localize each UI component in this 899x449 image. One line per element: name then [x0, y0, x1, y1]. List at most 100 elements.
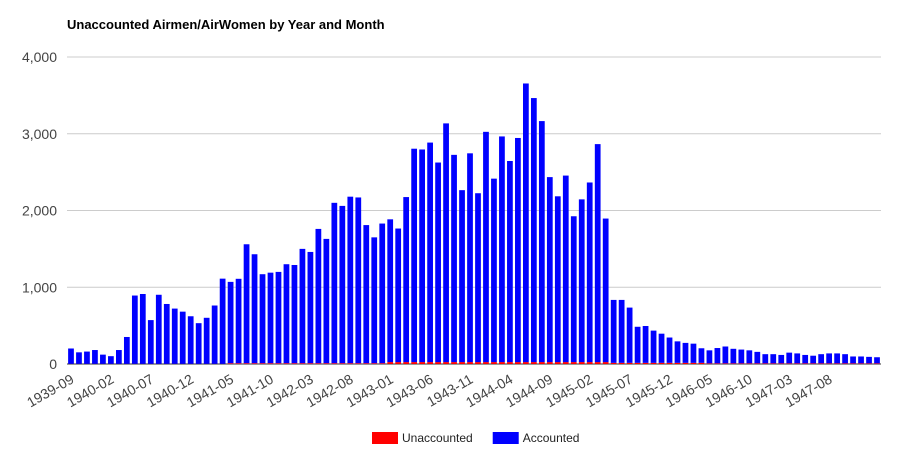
bar-segment [115, 350, 122, 364]
bar-segment [530, 98, 537, 363]
bar-segment [586, 362, 593, 364]
legend-label: Accounted [523, 431, 580, 445]
bar-segment [467, 153, 473, 363]
bar-segment [746, 350, 753, 364]
bar-segment [219, 278, 226, 364]
bar-segment [866, 363, 872, 364]
bar-segment [610, 299, 617, 363]
bar-segment [778, 354, 785, 364]
bar-segment [395, 362, 402, 364]
bar-segment [259, 274, 266, 364]
bar-segment [363, 225, 370, 364]
bar-segment [291, 363, 298, 364]
bar-segment [842, 363, 848, 364]
bar-segment [642, 326, 649, 363]
bar-segment [76, 352, 82, 364]
bar-segment [491, 178, 497, 363]
bar-segment [650, 362, 657, 364]
bar-segment [850, 356, 856, 364]
bar-segment [658, 333, 665, 363]
bar-segment [682, 362, 689, 364]
bar-segment [371, 237, 378, 364]
bar-segment [586, 182, 593, 363]
bar-segment [554, 362, 561, 364]
bar-segment [139, 294, 146, 364]
bar-segment [842, 354, 848, 364]
bar-segment [355, 197, 362, 364]
bar-segment [730, 363, 737, 364]
y-tick-label: 1,000 [22, 279, 57, 295]
bar-segment [179, 311, 186, 364]
legend-label: Unaccounted [402, 431, 473, 445]
bar-segment [610, 362, 617, 364]
bar-segment [323, 363, 330, 364]
bar-segment [235, 363, 242, 364]
bar-segment [730, 348, 737, 364]
bar-segment [810, 355, 817, 364]
bar-segment [546, 362, 553, 364]
bar-segment [706, 350, 713, 364]
bar-segment [499, 362, 505, 364]
bar-segment [467, 362, 473, 364]
bar-segment [363, 363, 370, 364]
bar-segment [666, 362, 673, 364]
bar-segment [491, 362, 497, 364]
bar-segment [810, 363, 817, 364]
bar-segment [826, 363, 833, 364]
bar-segment [387, 362, 394, 364]
bar-segment [355, 363, 362, 364]
bar-segment [347, 196, 354, 364]
bar-segment [570, 216, 577, 363]
bar-segment [275, 271, 282, 364]
bar-segment [626, 362, 633, 364]
bar-segment [435, 362, 441, 364]
bar-segment [203, 317, 210, 364]
bar-segment [123, 336, 130, 364]
bar-segment [642, 362, 649, 364]
bar-segment [834, 353, 840, 364]
bar-segment [578, 199, 585, 363]
bar-segment [267, 363, 274, 364]
legend-swatch [492, 432, 519, 444]
bar-segment [874, 363, 880, 364]
bar-segment [674, 341, 681, 363]
bar-segment [698, 348, 705, 363]
bar-segment [299, 248, 306, 364]
bar-segment [522, 83, 529, 363]
bar-segment [331, 202, 338, 364]
bar-segment [866, 356, 872, 364]
legend-swatch [372, 432, 398, 444]
bar-segment [738, 349, 745, 364]
bar-segment [754, 351, 761, 364]
bar-segment [770, 354, 777, 364]
bar-segment [682, 342, 689, 363]
bar-segment [155, 294, 162, 364]
bar-segment [594, 144, 601, 363]
bar-segment [690, 343, 697, 363]
bar-segment [387, 219, 394, 363]
bar-segment [443, 362, 449, 364]
bar-segment [658, 362, 665, 364]
bar-segment [770, 363, 777, 364]
bar-segment [347, 363, 354, 364]
bar-segment [395, 228, 402, 363]
bar-segment [786, 363, 793, 364]
bar-segment [443, 123, 449, 363]
bar-segment [538, 362, 545, 364]
bar-segment [315, 228, 322, 364]
bar-segment [195, 323, 202, 364]
bar-segment [834, 363, 840, 364]
bar-segment [858, 356, 864, 364]
bar-segment [131, 295, 138, 364]
bar-segment [307, 251, 314, 364]
bar-segment [507, 362, 513, 364]
bar-segment [379, 223, 386, 364]
bar-segment [507, 160, 513, 363]
bar-segment [530, 362, 537, 364]
bar-segment [419, 149, 426, 363]
bar-segment [826, 353, 833, 364]
bar-segment [459, 362, 465, 364]
bar-segment [275, 363, 282, 364]
bar-segment [291, 264, 298, 364]
bar-segment [626, 307, 633, 363]
